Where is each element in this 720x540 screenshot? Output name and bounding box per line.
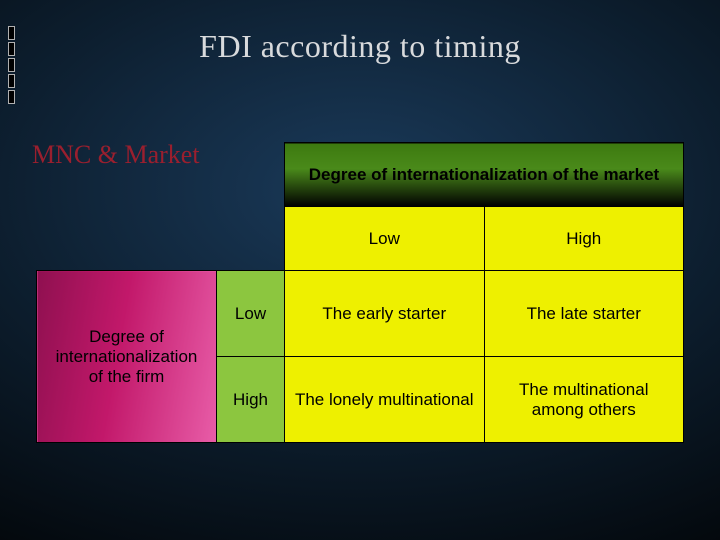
col-level-low: Low bbox=[285, 207, 485, 271]
column-axis-label: Degree of internationalization of the ma… bbox=[285, 143, 684, 207]
row-level-high: High bbox=[217, 357, 285, 443]
fdi-timing-matrix: Degree of internationalization of the ma… bbox=[36, 142, 684, 443]
row-axis-label: Degree of internationalization of the fi… bbox=[37, 271, 217, 443]
slide-title: FDI according to timing bbox=[0, 0, 720, 65]
cell-low-low: The early starter bbox=[285, 271, 485, 357]
cell-low-high: The late starter bbox=[484, 271, 684, 357]
matrix-blank-sub bbox=[37, 207, 285, 271]
col-level-high: High bbox=[484, 207, 684, 271]
slide-side-tabs bbox=[8, 26, 15, 104]
cell-high-high: The multinational among others bbox=[484, 357, 684, 443]
matrix-blank-corner bbox=[37, 143, 285, 207]
cell-high-low: The lonely multinational bbox=[285, 357, 485, 443]
row-level-low: Low bbox=[217, 271, 285, 357]
